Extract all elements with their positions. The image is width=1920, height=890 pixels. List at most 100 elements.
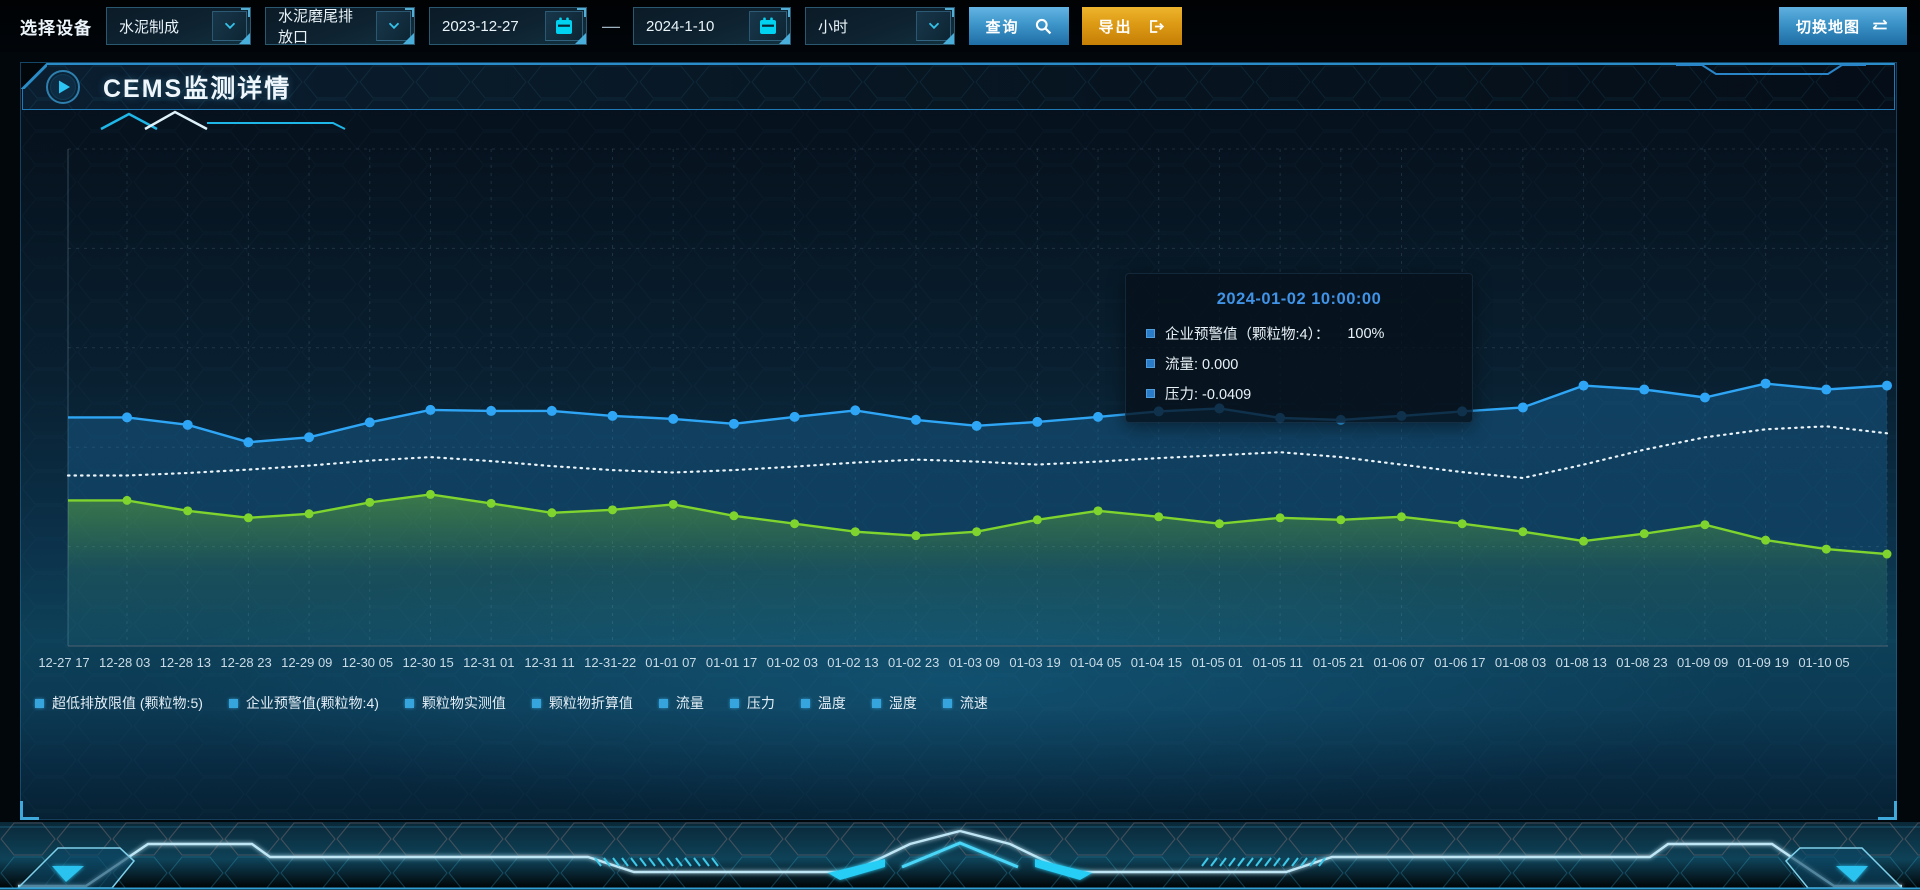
x-axis-tick-label: 01-04 05 <box>1070 655 1121 670</box>
cems-detail-panel: CEMS监测详情 12-27 17 12-28 03 12-28 13 12-28 2… <box>20 62 1897 820</box>
x-axis-tick-label: 12-31 01 <box>463 655 514 670</box>
data-point <box>243 513 253 523</box>
date-range-separator: — <box>602 15 620 36</box>
data-point <box>1457 519 1467 529</box>
data-point <box>1275 513 1285 523</box>
legend-marker-icon <box>228 698 238 708</box>
data-point <box>1578 380 1589 391</box>
export-button-label: 导出 <box>1098 18 1133 36</box>
end-date-value: 2024-1-10 <box>646 17 715 35</box>
data-point <box>486 498 496 508</box>
x-axis-tick-label: 01-08 23 <box>1616 655 1667 670</box>
legend-label: 湿度 <box>888 695 917 711</box>
data-point <box>668 413 679 424</box>
data-point <box>1639 384 1650 395</box>
data-point <box>546 405 557 416</box>
start-date-value: 2023-12-27 <box>442 17 519 35</box>
switch-map-button[interactable]: 切换地图 <box>1779 7 1907 45</box>
legend-item[interactable]: 颗粒物实测值 <box>404 693 506 713</box>
legend-label: 流速 <box>959 695 988 711</box>
data-point <box>1396 512 1406 522</box>
legend-label: 颗粒物折算值 <box>548 695 633 711</box>
x-axis-tick-label: 01-08 03 <box>1495 655 1546 670</box>
x-axis-tick-label: 12-28 03 <box>99 655 150 670</box>
end-date-input[interactable]: 2024-1-10 <box>633 7 791 45</box>
series-line <box>66 425 1889 480</box>
export-icon <box>1149 19 1164 33</box>
data-point <box>304 432 315 443</box>
data-point <box>1761 535 1771 545</box>
header-zigzag-decoration <box>100 110 346 131</box>
panel-corner-accent <box>1878 801 1897 820</box>
cems-line-chart: 12-27 17 12-28 03 12-28 13 12-28 23 12-29 09… <box>38 148 1892 670</box>
legend-label: 流量 <box>675 695 704 711</box>
x-axis-tick-label: 12-27 17 <box>38 655 89 670</box>
data-point <box>668 499 678 509</box>
legend-item[interactable]: 颗粒物折算值 <box>531 693 633 713</box>
data-point <box>789 411 800 422</box>
x-axis-tick-label: 01-06 07 <box>1374 655 1425 670</box>
series-marker-icon <box>1146 389 1155 398</box>
legend-marker-icon <box>404 698 414 708</box>
series-marker-icon <box>1146 359 1155 368</box>
chart-legend: 超低排放限值 (颗粒物:5) 企业预警值(颗粒物:4) 颗粒物实测值 颗粒物折算值 流量… <box>35 693 1876 713</box>
export-button[interactable]: 导出 <box>1082 7 1182 45</box>
legend-item[interactable]: 压力 <box>729 693 775 713</box>
outlet-select[interactable]: 水泥磨尾排放口 <box>265 7 415 46</box>
data-point <box>1032 515 1042 525</box>
chevron-down-icon <box>916 11 951 41</box>
data-point <box>1882 380 1892 391</box>
data-point <box>1699 392 1710 403</box>
data-point <box>304 509 314 519</box>
data-point <box>1821 544 1831 554</box>
interval-select-value: 小时 <box>818 18 849 36</box>
data-point <box>728 418 739 429</box>
query-button[interactable]: 查询 <box>969 7 1069 45</box>
data-point <box>122 495 132 505</box>
start-date-input[interactable]: 2023-12-27 <box>429 7 587 45</box>
legend-item[interactable]: 超低排放限值 (颗粒物:5) <box>35 693 203 713</box>
legend-marker-icon <box>531 698 541 708</box>
x-axis-tick-label: 12-30 05 <box>342 655 393 670</box>
x-axis-tick-label: 12-29 09 <box>281 655 332 670</box>
x-axis-tick-label: 12-31-22 <box>584 655 636 670</box>
x-axis-tick-label: 12-31 11 <box>524 655 574 670</box>
data-point <box>1821 384 1832 395</box>
legend-item[interactable]: 流速 <box>942 693 988 713</box>
header-corner-cut <box>21 63 47 89</box>
tooltip-label: 流量: 0.000 <box>1165 357 1239 373</box>
data-point <box>365 497 375 507</box>
series-marker-icon <box>1146 329 1155 338</box>
data-point <box>1579 536 1589 546</box>
x-axis-tick-label: 01-04 15 <box>1131 655 1182 670</box>
x-axis-tick-label: 01-05 21 <box>1313 655 1364 670</box>
data-point <box>547 508 557 518</box>
x-axis-tick-label: 12-30 15 <box>402 655 453 670</box>
data-point <box>1214 519 1224 529</box>
legend-item[interactable]: 湿度 <box>871 693 917 713</box>
data-point <box>1639 529 1649 539</box>
calendar-icon <box>545 11 583 41</box>
data-point <box>1517 402 1528 413</box>
data-point <box>971 420 982 431</box>
device-select[interactable]: 水泥制成 <box>106 7 251 45</box>
legend-item[interactable]: 流量 <box>658 693 704 713</box>
x-axis-tick-label: 01-03 09 <box>949 655 1000 670</box>
x-axis-tick-label: 01-09 09 <box>1677 655 1728 670</box>
data-point <box>608 505 618 515</box>
data-point <box>1700 520 1710 530</box>
data-point <box>850 405 861 416</box>
legend-item[interactable]: 企业预警值(颗粒物:4) <box>228 693 379 713</box>
data-point <box>972 527 982 537</box>
x-axis-tick-label: 01-06 17 <box>1434 655 1485 670</box>
data-point <box>1336 515 1346 525</box>
data-point <box>1032 416 1043 427</box>
data-point <box>1882 549 1892 559</box>
data-point <box>1518 527 1528 537</box>
data-point <box>182 419 193 430</box>
interval-select[interactable]: 小时 <box>805 7 955 45</box>
legend-item[interactable]: 温度 <box>800 693 846 713</box>
calendar-icon <box>749 11 787 41</box>
device-select-value: 水泥制成 <box>119 18 180 36</box>
header-notch-accent <box>1676 64 1866 75</box>
